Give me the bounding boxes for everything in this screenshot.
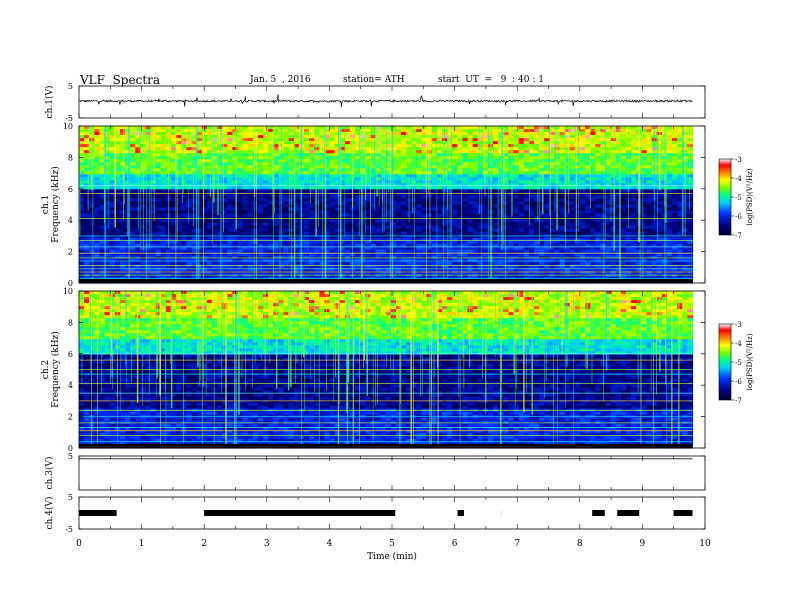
ch4-waveform-tick-label: -5 bbox=[65, 525, 73, 534]
x-tick-label: 4 bbox=[327, 539, 333, 549]
ch2-spectrogram-colorbar-tick-label: -7 bbox=[735, 397, 742, 405]
x-tick-label: 9 bbox=[640, 539, 646, 549]
ch2-spectrogram-tick-label: 4 bbox=[68, 381, 73, 390]
ch4-waveform-trace bbox=[79, 510, 693, 516]
ch2-spectrogram-colorbar-tick-label: -4 bbox=[735, 340, 742, 348]
x-tick-label: 8 bbox=[577, 539, 583, 549]
x-tick-label: 2 bbox=[201, 539, 207, 549]
station-label: station= ATH bbox=[343, 75, 405, 85]
ch1-spectrogram-ylabel: ch.1 bbox=[41, 195, 51, 214]
ch1-spectrogram-colorbar-tick-label: -5 bbox=[735, 194, 742, 202]
x-tick-label: 10 bbox=[699, 539, 711, 549]
x-axis-label: Time (min) bbox=[367, 551, 417, 562]
ch2-spectrogram-tick-label: 10 bbox=[63, 287, 73, 296]
ch4-waveform-tick-label: 5 bbox=[68, 493, 73, 502]
ch3-waveform-frame bbox=[78, 455, 706, 491]
ch2-spectrogram-tick-label: 2 bbox=[68, 413, 73, 422]
ch1-spectrogram-ylabel-freq: Frequency (kHz) bbox=[50, 166, 61, 243]
x-tick-label: 3 bbox=[264, 539, 270, 549]
ch1-spectrogram-tick-label: 6 bbox=[68, 185, 73, 194]
ch2-spectrogram-image bbox=[79, 291, 694, 449]
ch1-spectrogram-colorbar-tick-label: -7 bbox=[735, 232, 742, 240]
ch2-spectrogram-colorbar-tick-label: -6 bbox=[735, 378, 742, 386]
chart-title: VLF Spectra bbox=[80, 73, 161, 87]
ch1-spectrogram-tick-label: 4 bbox=[68, 216, 73, 225]
ch1-spectrogram-colorbar-tick-label: -4 bbox=[735, 175, 742, 183]
ch1-spectrogram-image bbox=[78, 126, 694, 284]
ch2-spectrogram-tick-label: 8 bbox=[68, 318, 73, 327]
ch2-spectrogram-colorbar-tick-label: -5 bbox=[735, 359, 742, 367]
ch2-spectrogram-tick-label: 6 bbox=[68, 350, 73, 359]
ch2-spectrogram-ylabel-freq: Frequency (kHz) bbox=[50, 331, 61, 408]
x-tick-label: 1 bbox=[139, 539, 145, 549]
ch1-spectrogram-colorbar-tick-label: -3 bbox=[735, 156, 742, 164]
ch2-spectrogram-ylabel: ch.2 bbox=[41, 360, 51, 379]
x-tick-label: 7 bbox=[514, 539, 520, 549]
date-label: Jan. 5 , 2016 bbox=[250, 75, 311, 85]
x-tick-label: 6 bbox=[452, 539, 458, 549]
ch1-spectrogram-tick-label: 0 bbox=[68, 279, 73, 288]
ch1-spectrogram-tick-label: 8 bbox=[68, 153, 73, 162]
ch2-spectrogram-colorbar bbox=[718, 323, 732, 401]
ch1-spectrogram-colorbar bbox=[718, 158, 732, 236]
ch1-spectrogram-colorbar-tick-label: -6 bbox=[735, 213, 742, 221]
ch1-waveform-trace bbox=[78, 94, 693, 107]
ch1-spectrogram-colorbar-label: log(PSD)(V²/Hz) bbox=[746, 168, 754, 225]
ch2-spectrogram-colorbar-label: log(PSD)(V²/Hz) bbox=[746, 333, 754, 390]
ch3-waveform-tick-label: 5 bbox=[68, 452, 73, 461]
ch3-waveform-ylabel: ch.3(V) bbox=[44, 457, 55, 490]
ch1-spectrogram-tick-label: 2 bbox=[68, 248, 73, 257]
x-tick-label: 0 bbox=[76, 539, 82, 549]
start-time-label: start UT = 9 : 40 : 1 bbox=[438, 75, 544, 85]
ch1-waveform-tick-label: -5 bbox=[65, 114, 73, 123]
ch1-waveform-tick-label: 5 bbox=[68, 82, 73, 91]
ch4-waveform-ylabel: ch.4(V) bbox=[44, 497, 55, 530]
ch2-spectrogram-colorbar-tick-label: -3 bbox=[735, 321, 742, 329]
ch1-waveform-ylabel: ch.1(V) bbox=[44, 86, 55, 119]
ch1-spectrogram-tick-label: 10 bbox=[63, 122, 73, 131]
x-tick-label: 5 bbox=[389, 539, 395, 549]
ch2-spectrogram-tick-label: 0 bbox=[68, 444, 73, 453]
